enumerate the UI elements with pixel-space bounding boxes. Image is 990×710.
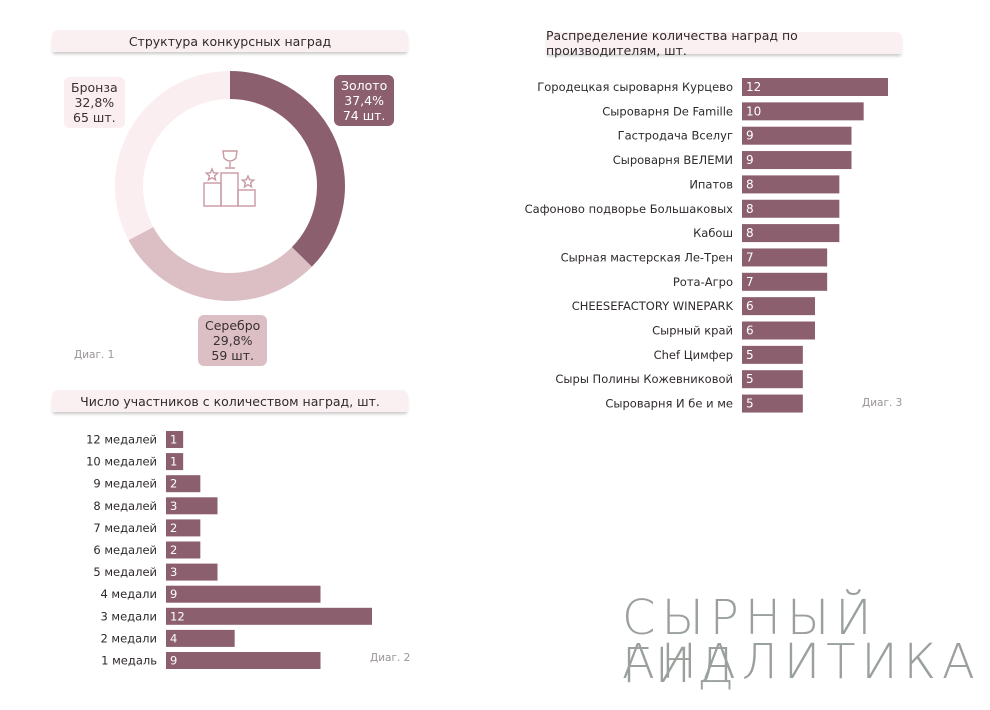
producer-category-label: Сафоново подворье Большаковых: [525, 202, 734, 216]
producer-value-label: 12: [746, 80, 761, 94]
participants-bar: [166, 563, 218, 581]
producer-bar: [742, 175, 840, 194]
producer-value-label: 8: [746, 226, 754, 240]
participants-value-label: 3: [170, 499, 177, 513]
producer-value-label: 8: [746, 177, 754, 191]
producer-category-label: Сыроварня De Famille: [602, 104, 733, 118]
producer-value-label: 6: [746, 299, 754, 313]
podium-trophy-icon: [203, 150, 256, 207]
producer-category-label: Сыроварня ВЕЛЕМИ: [613, 153, 733, 167]
producer-value-label: 5: [746, 372, 754, 386]
donut-label-gold: Золото 37,4% 74 шт.: [334, 75, 395, 126]
participants-category-label: 12 медалей: [86, 433, 157, 447]
participants-value-label: 1: [170, 433, 177, 447]
producer-bar: [742, 321, 815, 340]
participants-category-label: 1 медаль: [101, 654, 157, 668]
diag-3-label: Диаг. 3: [862, 397, 903, 409]
producer-value-label: 7: [746, 275, 754, 289]
participants-category-label: 8 медалей: [93, 499, 157, 513]
producer-value-label: 7: [746, 250, 754, 264]
producer-bar: [742, 102, 864, 121]
producer-bar: [742, 224, 840, 243]
producer-category-label: Ипатов: [689, 177, 733, 191]
donut-slice-bronze: [114, 71, 230, 241]
producer-bar: [742, 272, 828, 291]
producer-value-label: 5: [746, 397, 754, 411]
producer-value-label: 9: [746, 153, 754, 167]
participants-value-label: 9: [170, 587, 177, 601]
participants-value-label: 2: [170, 543, 177, 557]
participants-bar: [166, 629, 235, 647]
producer-value-label: 5: [746, 348, 754, 362]
bronze-name: Бронза: [71, 80, 118, 95]
donut-slice-gold: [230, 71, 345, 267]
participants-value-label: 1: [170, 455, 177, 469]
producer-category-label: Сыроварня И бе и ме: [605, 397, 733, 411]
brand-line-2: АНАЛИТИКА: [622, 634, 981, 690]
producer-value-label: 9: [746, 129, 754, 143]
participants-chart-title: Число участников с количеством наград, ш…: [52, 390, 408, 412]
bronze-count: 65 шт.: [73, 110, 116, 125]
producer-bar: [742, 126, 852, 145]
participants-bar: [166, 585, 321, 603]
producer-category-label: Chef Цимфер: [654, 348, 733, 362]
diag-2-label: Диаг. 2: [370, 652, 411, 664]
producer-category-label: Сырный край: [652, 324, 733, 338]
producer-bar: [742, 297, 815, 316]
participants-bar: [166, 519, 201, 537]
producer-bar: [742, 199, 840, 218]
participants-category-label: 3 медали: [100, 609, 157, 623]
producer-value-label: 8: [746, 202, 754, 216]
participants-value-label: 9: [170, 654, 177, 668]
participants-category-label: 6 медалей: [93, 543, 157, 557]
participants-bar: [166, 431, 184, 448]
producer-category-label: CHEESEFACTORY WINEPARK: [572, 299, 734, 313]
bronze-pct: 32,8%: [74, 95, 115, 110]
producer-category-label: Кабош: [693, 226, 733, 240]
participants-value-label: 4: [170, 631, 177, 645]
producer-category-label: Городецкая сыроварня Курцево: [537, 80, 733, 94]
producer-value-label: 10: [746, 104, 761, 118]
participants-category-label: 5 медалей: [93, 565, 157, 579]
producer-bar: [742, 248, 828, 267]
participants-value-label: 12: [170, 609, 185, 623]
participants-value-label: 2: [170, 521, 177, 535]
participants-category-label: 9 медалей: [93, 477, 157, 491]
participants-bar: [166, 475, 201, 493]
producers-chart-title: Распределение количества наград по произ…: [546, 28, 902, 58]
participants-bar: [166, 541, 201, 559]
silver-name: Серебро: [205, 318, 261, 333]
producer-value-label: 6: [746, 324, 754, 338]
participants-category-label: 2 медали: [100, 631, 157, 645]
donut-slice-silver: [128, 226, 312, 301]
producer-category-label: Рота-Агро: [673, 275, 733, 289]
producer-category-label: Сырная мастерская Ле-Трен: [561, 250, 733, 264]
diag-1-label: Диаг. 1: [74, 349, 115, 361]
producer-bar: [742, 151, 852, 170]
participants-category-label: 7 медалей: [93, 521, 157, 535]
producer-bar: [742, 370, 803, 389]
brand-line-1: СЫРНЫЙ ГИД: [622, 590, 878, 694]
donut-label-bronze: Бронза 32,8% 65 шт.: [64, 77, 125, 128]
silver-pct: 29,8%: [212, 333, 253, 348]
silver-count: 59 шт.: [211, 348, 254, 363]
producer-bar: [742, 78, 888, 96]
participants-category-label: 4 медали: [100, 587, 157, 601]
gold-name: Золото: [341, 78, 388, 93]
producer-category-label: Гастродача Вселуг: [618, 129, 733, 143]
participants-bar: [166, 453, 184, 471]
gold-pct: 37,4%: [344, 93, 384, 108]
participants-value-label: 2: [170, 477, 177, 491]
participants-bar: [166, 652, 321, 669]
producer-bar: [742, 345, 803, 364]
participants-value-label: 3: [170, 565, 177, 579]
producer-bar: [742, 394, 803, 413]
gold-count: 74 шт.: [342, 108, 386, 123]
donut-label-silver: Серебро 29,8% 59 шт.: [198, 315, 268, 366]
participants-bar: [166, 607, 372, 625]
donut-chart-title: Структура конкурсных наград: [52, 30, 408, 52]
producer-category-label: Сыры Полины Кожевниковой: [555, 372, 733, 386]
participants-bar: [166, 497, 218, 515]
participants-category-label: 10 медалей: [86, 455, 157, 469]
